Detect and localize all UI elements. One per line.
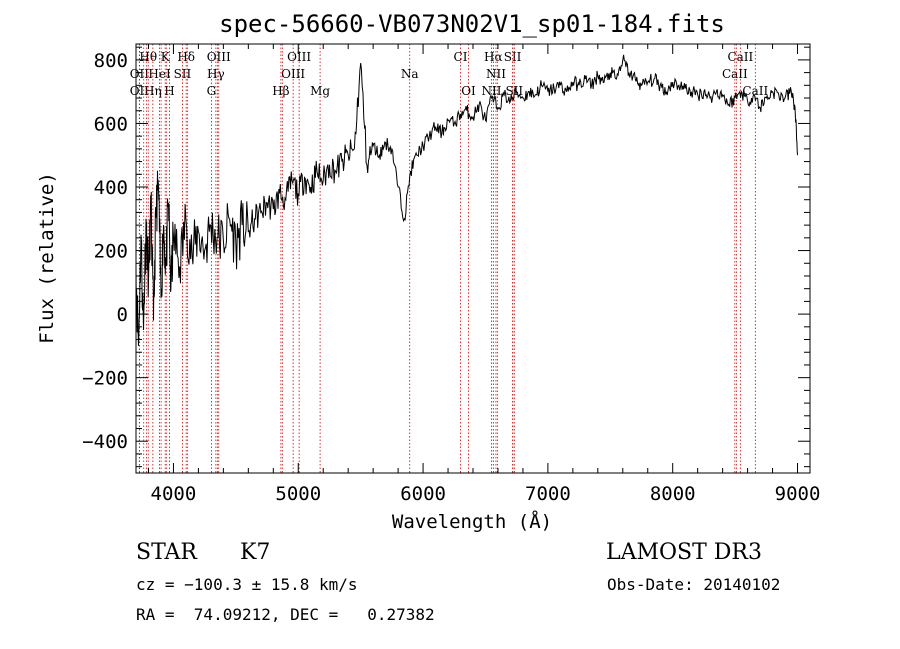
object-class: STAR	[136, 540, 197, 565]
spectrum-layer	[135, 54, 798, 346]
spectral-line-label: Hθ	[139, 50, 157, 64]
x-tick-label: 5000	[275, 483, 321, 505]
spectral-line-label: CaII	[742, 84, 768, 98]
spectral-line-label: NII	[481, 84, 501, 98]
spectral-line-label: Hγ	[207, 67, 225, 81]
spectral-line-label: Na	[401, 67, 419, 81]
x-tick-label: 7000	[525, 483, 571, 505]
axis-ticks-layer: 4000 5000 6000 7000 8000 9000 −400 −200 0 200 400 6…	[82, 44, 820, 505]
object-subclass: K7	[240, 540, 271, 565]
spectrum-line	[135, 54, 798, 346]
spectral-line-label: Mg	[310, 84, 330, 98]
y-tick-label: 0	[117, 304, 128, 326]
spectral-line-label: NII	[486, 67, 506, 81]
y-tick-label: −200	[82, 368, 128, 390]
survey-name: LAMOST DR3	[606, 540, 762, 565]
y-tick-label: 600	[94, 113, 128, 135]
x-tick-label: 4000	[151, 483, 197, 505]
spectral-line-label: SII	[504, 50, 522, 64]
spectral-line-label: SII	[174, 67, 192, 81]
spectral-line-label: HeI	[148, 67, 171, 81]
y-tick-label: −400	[82, 431, 128, 453]
x-tick-label: 6000	[400, 483, 446, 505]
spectral-line-label: Hη	[144, 84, 162, 98]
spectral-line-label: CaII	[722, 67, 748, 81]
spectral-line-label: G	[207, 84, 217, 98]
spectral-line-label: Hβ	[272, 84, 289, 98]
spectral-line-label: OIII	[281, 67, 305, 81]
spectral-line-label: Hδ	[177, 50, 195, 64]
spectral-line-label: H	[164, 84, 174, 98]
spectral-line-label: CI	[454, 50, 468, 64]
x-axis-label: Wavelength (Å)	[392, 510, 552, 533]
coordinates: RA = 74.09212, DEC = 0.27382	[136, 605, 435, 624]
chart-title: spec-56660-VB073N02V1_sp01-184.fits	[219, 10, 725, 38]
observation-date: Obs-Date: 20140102	[607, 575, 781, 594]
y-axis-label: Flux (relative)	[36, 172, 58, 344]
spectral-line-label: CaII	[727, 50, 753, 64]
y-tick-label: 400	[94, 177, 128, 199]
x-tick-label: 9000	[775, 483, 821, 505]
spectral-line-label: OIII	[207, 50, 231, 64]
x-tick-label: 8000	[650, 483, 696, 505]
y-tick-label: 200	[94, 241, 128, 263]
spectral-line-label: K	[161, 50, 171, 64]
y-tick-label: 800	[94, 50, 128, 72]
spectral-line-label: OI	[461, 84, 476, 98]
spectral-line-label: OII	[130, 84, 150, 98]
spectral-line-label: OII	[130, 67, 150, 81]
spectral-line-label: Hα	[484, 50, 503, 64]
redshift-info: cz = −100.3 ± 15.8 km/s	[136, 575, 358, 594]
spectral-line-label: OIII	[287, 50, 311, 64]
